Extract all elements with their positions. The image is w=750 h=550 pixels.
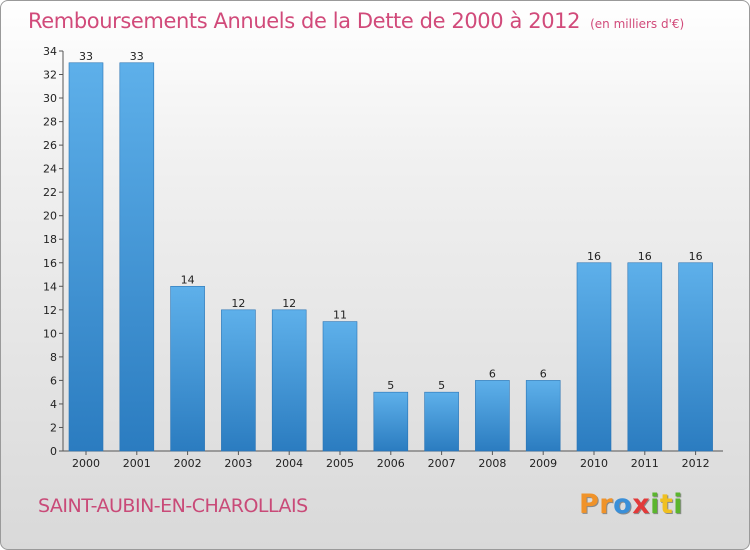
bar: [221, 309, 256, 452]
bar: [373, 391, 409, 452]
data-label: 12: [231, 297, 245, 310]
y-tick-label: 12: [43, 304, 57, 317]
bar: [678, 262, 713, 452]
bar: [271, 309, 307, 452]
x-tick-label: 2008: [478, 457, 506, 470]
bar: [475, 380, 510, 452]
x-tick-label: 2009: [529, 457, 557, 470]
logo-letter: i: [673, 489, 684, 520]
y-tick-label: 24: [43, 163, 57, 176]
y-tick-label: 6: [50, 374, 57, 387]
bar-group: 5: [424, 379, 459, 452]
data-label: 16: [587, 250, 601, 263]
bar-group: 5: [373, 379, 409, 452]
bar: [170, 285, 205, 452]
bar-group: 6: [475, 367, 510, 452]
x-tick-label: 2010: [580, 457, 608, 470]
y-tick-label: 16: [43, 257, 57, 270]
logo-letter: r: [599, 489, 614, 520]
bar: [576, 262, 612, 452]
logo-letter: i: [650, 489, 660, 520]
bar: [68, 62, 104, 452]
data-label: 16: [638, 250, 652, 263]
bar-group: 33: [119, 50, 155, 452]
y-tick-label: 2: [50, 421, 57, 434]
y-tick-label: 28: [43, 116, 57, 129]
bar-group: 11: [322, 309, 358, 452]
y-tick-label: 32: [43, 69, 57, 82]
logo-letter: P: [579, 489, 600, 520]
y-tick-label: 18: [43, 233, 57, 246]
bar: [627, 262, 663, 452]
data-label: 33: [130, 50, 144, 63]
x-tick-label: 2003: [224, 457, 252, 470]
bar-group: 16: [576, 250, 612, 452]
proxiti-logo: Proxiti: [579, 489, 683, 520]
y-tick-label: 0: [50, 445, 57, 458]
data-label: 33: [79, 50, 93, 63]
chart-unit: (en milliers d'€): [590, 17, 685, 31]
x-tick-label: 2001: [123, 457, 151, 470]
chart-title: Remboursements Annuels de la Dette de 20…: [28, 9, 684, 33]
logo-letter: x: [632, 489, 651, 520]
data-label: 16: [689, 250, 703, 263]
data-label: 6: [489, 367, 496, 380]
y-tick-label: 26: [43, 139, 57, 152]
data-label: 11: [333, 309, 347, 322]
bar: [424, 391, 459, 452]
bars: 33 33 14 12 12 11 5 5 6 6 16 16 16: [68, 50, 713, 452]
bar-group: 16: [678, 250, 713, 452]
bar: [322, 321, 358, 452]
bar-group: 6: [525, 367, 561, 452]
data-label: 6: [540, 367, 547, 380]
city-name: SAINT-AUBIN-EN-CHAROLLAIS: [38, 495, 308, 517]
data-label: 5: [387, 379, 394, 392]
x-tick-label: 2011: [631, 457, 659, 470]
y-tick-label: 10: [43, 327, 57, 340]
data-label: 12: [282, 297, 296, 310]
bar: [119, 62, 155, 452]
y-tick-label: 20: [43, 210, 57, 223]
x-tick-label: 2002: [174, 457, 202, 470]
bar-group: 12: [221, 297, 256, 452]
bar-group: 33: [68, 50, 104, 452]
x-tick-label: 2005: [326, 457, 354, 470]
y-tick-label: 30: [43, 92, 57, 105]
x-tick-label: 2000: [72, 457, 100, 470]
x-tick-label: 2012: [682, 457, 710, 470]
bar: [525, 380, 561, 452]
bar-group: 14: [170, 273, 205, 452]
x-tick-label: 2004: [275, 457, 303, 470]
x-tick-label: 2006: [377, 457, 405, 470]
data-label: 14: [181, 273, 195, 286]
y-tick-label: 22: [43, 186, 57, 199]
chart-title-text: Remboursements Annuels de la Dette de 20…: [28, 9, 581, 33]
y-tick-label: 8: [50, 351, 57, 364]
bar-group: 12: [271, 297, 307, 452]
logo-letter: o: [613, 489, 633, 520]
logo-letter: t: [659, 489, 674, 520]
y-tick-label: 34: [43, 45, 57, 58]
y-tick-label: 4: [50, 398, 57, 411]
y-tick-label: 14: [43, 280, 57, 293]
data-label: 5: [438, 379, 445, 392]
bar-group: 16: [627, 250, 663, 452]
x-tick-label: 2007: [428, 457, 456, 470]
